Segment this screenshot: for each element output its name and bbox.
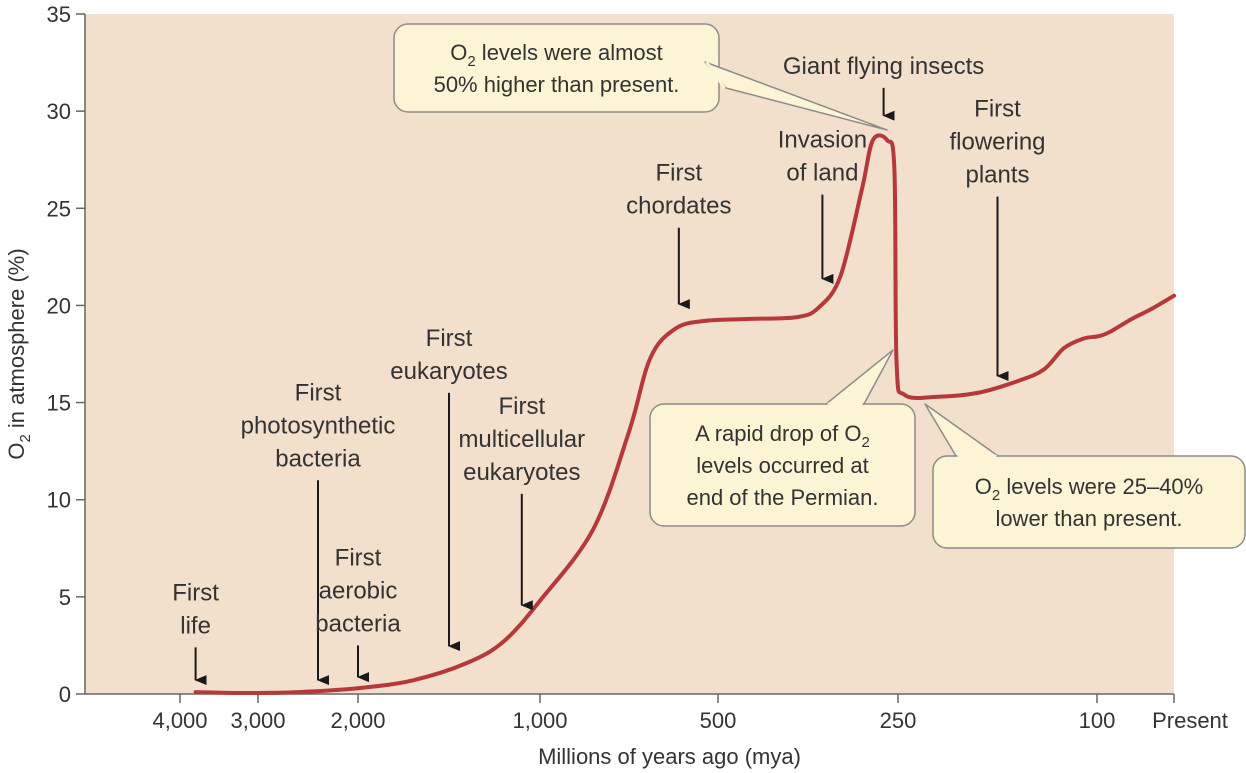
annotation-label: First	[656, 160, 703, 187]
annotation-label: multicellular	[458, 426, 585, 453]
y-axis-label: O2 in atmosphere (%)	[4, 248, 34, 459]
annotation-label: of land	[786, 160, 858, 187]
x-tick-label: 100	[1079, 708, 1116, 733]
callout-frame	[649, 403, 916, 527]
annotation-label: bacteria	[275, 445, 361, 472]
y-tick-label: 30	[47, 99, 71, 124]
callout-text: O2 levels were 25–40%	[975, 474, 1203, 504]
x-tick-label: 500	[700, 708, 737, 733]
annotation-label: First	[172, 579, 219, 606]
annotation-label: First	[335, 544, 382, 571]
annotation-label: eukaryotes	[463, 459, 580, 486]
annotation-label: Invasion	[778, 127, 867, 154]
annotation-label: bacteria	[315, 610, 401, 637]
callout-text: A rapid drop of O2​	[695, 421, 870, 451]
y-tick-label: 15	[47, 391, 71, 416]
callout-text: end of the Permian.	[686, 485, 878, 510]
annotation-label: eukaryotes	[390, 358, 507, 385]
callout-box: O2 levels were 25–40%lower than present.	[924, 403, 1246, 549]
x-tick-label: 2,000	[330, 708, 385, 733]
y-tick-label: 35	[47, 2, 71, 27]
callout-text: O2 levels were almost	[450, 40, 663, 70]
x-tick-label: 4,000	[152, 708, 207, 733]
annotation-label: Giant flying insects	[783, 53, 984, 80]
y-tick-label: 5	[59, 585, 71, 610]
annotation-label: First	[498, 393, 545, 420]
callout-frame	[393, 23, 720, 113]
annotation-label: chordates	[626, 193, 731, 220]
x-tick-label: 1,000	[512, 708, 567, 733]
y-tick-label: 0	[59, 682, 71, 707]
callout-text: 50% higher than present.	[434, 72, 680, 97]
annotation-label: flowering	[949, 129, 1045, 156]
x-axis-label: Millions of years ago (mya)	[538, 744, 801, 769]
callout-text: lower than present.	[995, 506, 1182, 531]
annotation-label: aerobic	[319, 577, 398, 604]
callout-pointer-join	[705, 61, 726, 89]
x-tick-label: Present	[1152, 708, 1228, 733]
callout-frame	[932, 455, 1246, 549]
annotation-label: photosynthetic	[241, 412, 396, 439]
annotation-label: First	[426, 325, 473, 352]
x-tick-label: 250	[880, 708, 917, 733]
annotation-label: life	[180, 612, 211, 639]
x-tick-label: 3,000	[230, 708, 285, 733]
y-tick-label: 25	[47, 196, 71, 221]
callout-box: A rapid drop of O2​levels occurred at end…	[649, 349, 916, 527]
annotation-label: plants	[965, 162, 1029, 189]
o2-series-line	[193, 133, 1176, 695]
callout-text: levels occurred at	[696, 453, 868, 478]
annotation-label: First	[295, 379, 342, 406]
y-tick-label: 20	[47, 293, 71, 318]
y-tick-label: 10	[47, 488, 71, 513]
annotation-label: First	[974, 96, 1021, 123]
plot-background	[85, 14, 1174, 694]
